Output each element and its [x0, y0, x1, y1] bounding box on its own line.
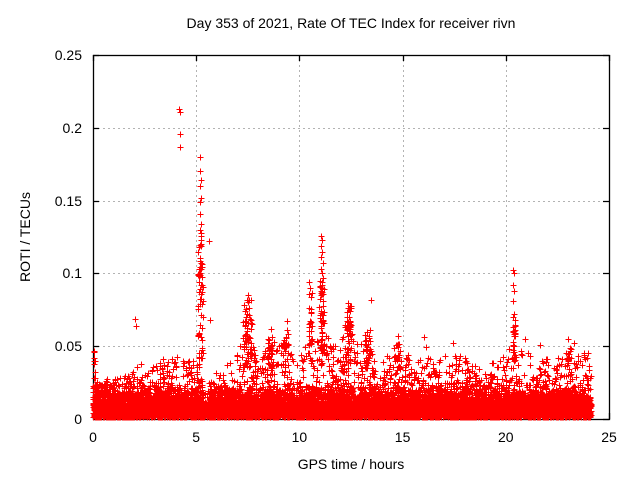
- x-tick-label: 10: [291, 429, 308, 445]
- y-tick-label: 0.2: [62, 119, 82, 136]
- y-tick-label: 0.25: [54, 47, 82, 63]
- x-tick-label: 20: [498, 429, 514, 445]
- y-tick-label: 0.1: [62, 265, 82, 282]
- chart-title: Day 353 of 2021, Rate Of TEC Index for r…: [186, 15, 516, 31]
- y-tick-label: 0.15: [54, 192, 82, 209]
- x-axis-label: GPS time / hours: [297, 456, 405, 472]
- x-tick-label: 5: [192, 429, 201, 445]
- x-tick-label: 15: [394, 429, 411, 445]
- x-tick-label: 0: [89, 429, 97, 445]
- y-tick-label: 0.05: [54, 338, 82, 355]
- x-tick-label: 25: [601, 429, 617, 445]
- y-tick-label: 0: [74, 411, 82, 427]
